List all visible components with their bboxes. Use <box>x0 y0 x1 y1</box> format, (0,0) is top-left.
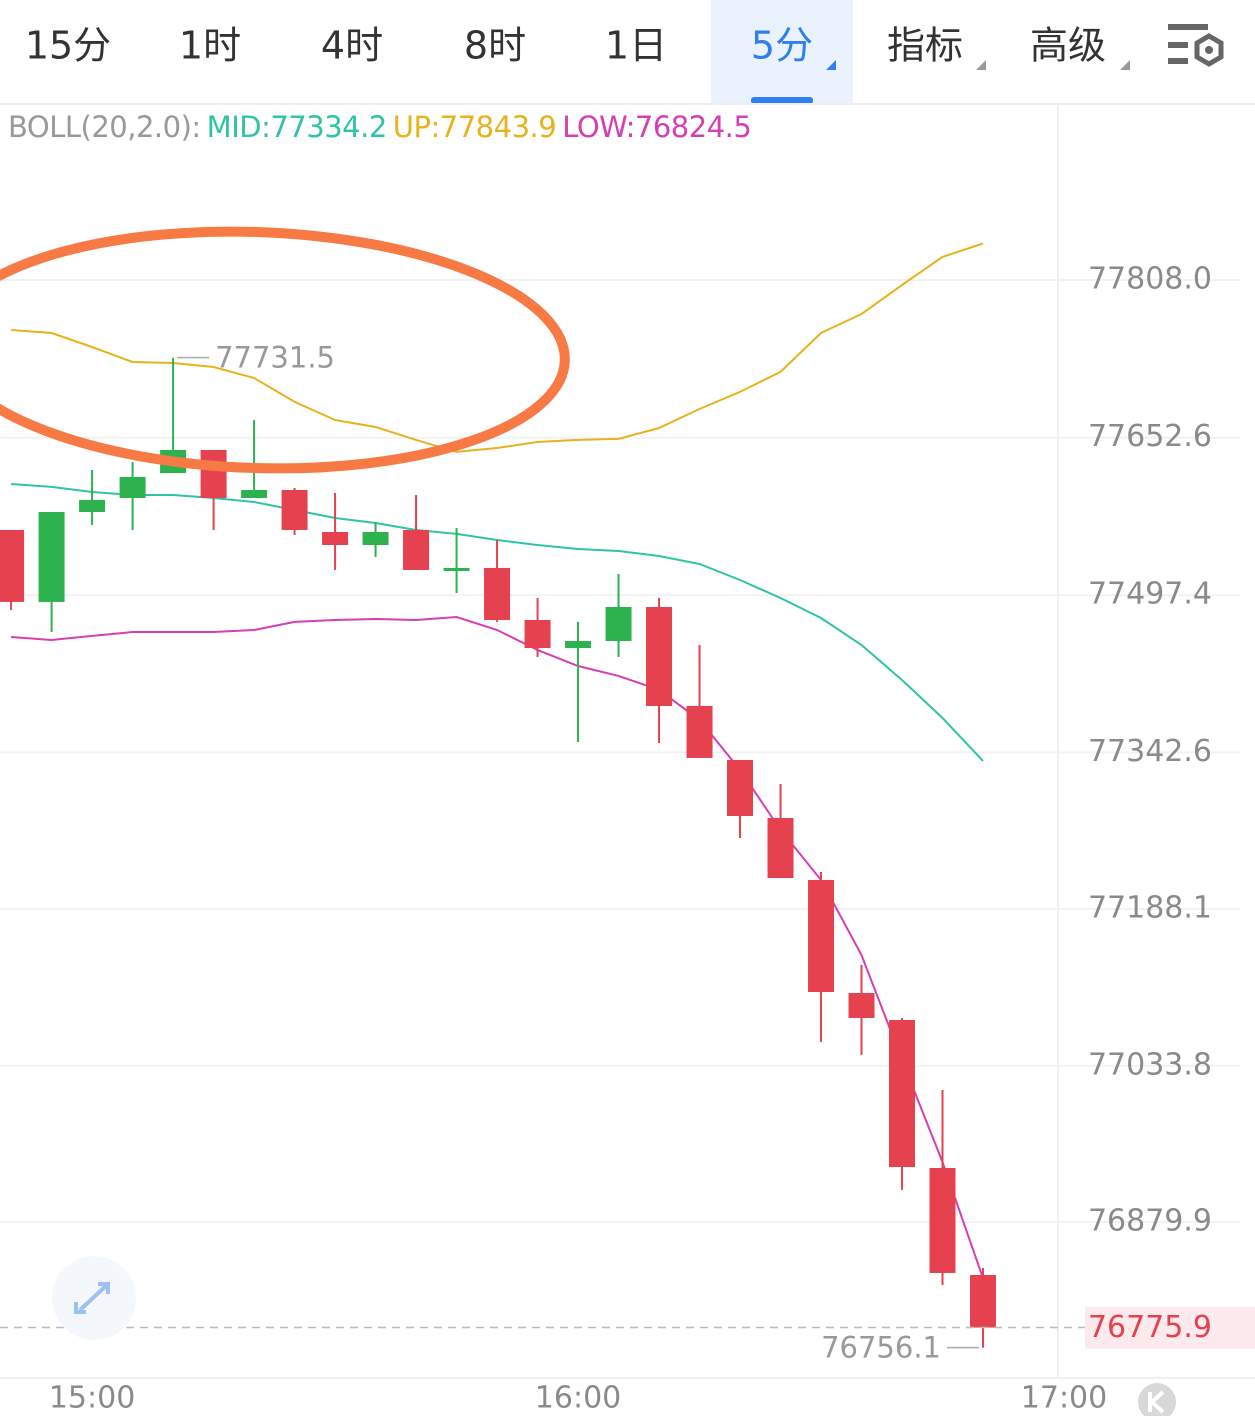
candle-body <box>605 607 632 642</box>
indicator-line <box>11 483 984 762</box>
icon-gear <box>1194 33 1224 67</box>
y-tick-label: 76879.9 <box>1088 1203 1212 1238</box>
candle-body <box>79 499 106 513</box>
labels: 77808.0 77652.6 77497.4 77342.6 77188.1 77033… <box>0 261 1255 1416</box>
candle-body <box>524 620 551 649</box>
tab[interactable]: 高级 <box>1030 24 1106 68</box>
candle-body <box>484 567 511 621</box>
tab[interactable]: 1时 <box>179 24 241 68</box>
candle-body <box>443 567 470 571</box>
candle-body <box>808 879 835 992</box>
y-tick-label: 77033.8 <box>1088 1047 1212 1082</box>
candle-body <box>403 529 430 570</box>
tab[interactable]: 指标 <box>887 24 963 68</box>
y-tick-label: 77188.1 <box>1088 891 1212 926</box>
icon-bar <box>1168 58 1188 64</box>
indicator-line <box>11 615 984 1279</box>
indicator-lines <box>11 242 984 1279</box>
button-bg <box>1138 1383 1176 1420</box>
candle-body <box>322 532 349 545</box>
expand-button[interactable] <box>52 1256 136 1340</box>
legend-item: MID:77334.2 <box>206 110 388 144</box>
candle-body <box>929 1167 956 1273</box>
min-label: 76756.1 <box>821 1331 941 1365</box>
y-tick-label: 77652.6 <box>1088 419 1212 454</box>
k-icon <box>1148 1390 1165 1414</box>
max-label: 77731.5 <box>215 341 335 375</box>
last-price-label: 76775.9 <box>1088 1310 1212 1345</box>
tab[interactable]: 8时 <box>464 24 526 68</box>
icon-bar <box>1168 24 1208 30</box>
k-button[interactable] <box>1138 1383 1176 1420</box>
legend-item: LOW:76824.5 <box>562 110 752 144</box>
candle-body <box>646 607 673 706</box>
legend-item: UP:77843.9 <box>392 110 557 144</box>
x-tick-label: 17:00 <box>1021 1381 1107 1416</box>
candle-body <box>362 532 389 545</box>
x-tick-label: 16:00 <box>535 1381 621 1416</box>
candle-body <box>727 759 754 817</box>
candle-body <box>0 529 25 602</box>
candle-body <box>686 705 713 758</box>
candle-body <box>848 993 875 1018</box>
candle-body <box>38 512 65 602</box>
candle-body <box>889 1020 916 1167</box>
dropdown-mark <box>826 60 836 70</box>
highlight-ellipse <box>0 226 570 474</box>
tab[interactable]: 15分 <box>25 24 111 68</box>
expand-icon <box>74 1282 110 1314</box>
candle-body <box>241 489 268 499</box>
candle-body <box>767 818 794 879</box>
tab[interactable]: 4时 <box>321 24 383 68</box>
tab-dropdown-marks <box>826 60 1130 70</box>
active-tab-bg <box>711 0 853 103</box>
candle-body <box>119 476 146 499</box>
candle-body <box>281 489 308 530</box>
tab[interactable]: 1日 <box>605 24 667 68</box>
x-tick-label: 15:00 <box>49 1381 135 1416</box>
tab[interactable]: 5分 <box>751 24 813 68</box>
icon-gear-center <box>1205 46 1213 54</box>
grid <box>0 278 1240 1223</box>
settings-icon[interactable] <box>1168 24 1224 67</box>
indicator-line <box>11 242 984 453</box>
candle-body <box>970 1274 997 1328</box>
active-tab-indicator <box>751 97 813 104</box>
candles <box>0 357 997 1348</box>
dropdown-mark <box>976 60 986 70</box>
legend-item: BOLL(20,2.0): <box>8 110 201 144</box>
candle-body <box>565 641 592 649</box>
dropdown-mark <box>1120 60 1130 70</box>
candle-body <box>200 449 227 499</box>
y-tick-label: 77497.4 <box>1088 577 1212 612</box>
icon-bar <box>1168 42 1188 48</box>
y-tick-label: 77342.6 <box>1088 734 1212 769</box>
indicator-legend: BOLL(20,2.0): MID:77334.2 UP:77843.9 LOW:76… <box>8 110 757 144</box>
y-tick-label: 77808.0 <box>1088 261 1212 296</box>
last-price-box <box>1085 1306 1255 1349</box>
